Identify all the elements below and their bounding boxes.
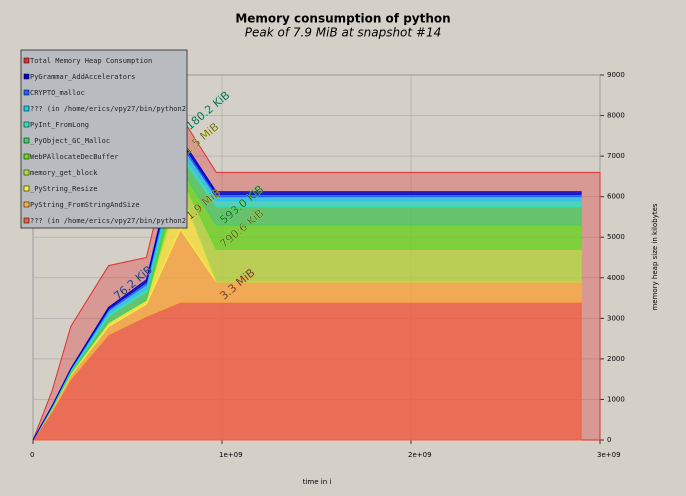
y-tick-label: 1000 <box>607 395 625 403</box>
legend-swatch <box>23 201 30 208</box>
series-area <box>32 136 582 441</box>
legend-label: PyGrammar_AddAccelerators <box>30 73 135 81</box>
y-tick-label: 3000 <box>607 314 625 322</box>
legend: Total Memory Heap Consumption PyGrammar_A… <box>20 49 188 229</box>
x-tick-label: 2e+09 <box>408 451 432 459</box>
legend-label: PyString_FromStringAndSize <box>30 201 140 209</box>
legend-label: Total Memory Heap Consumption <box>30 57 152 65</box>
chart-subtitle: Peak of 7.9 MiB at snapshot #14 <box>245 26 442 40</box>
legend-label: _PyString_Resize <box>30 185 97 193</box>
y-tick-label: 8000 <box>607 112 625 120</box>
y-tick-label: 0 <box>607 436 611 444</box>
y-tick-label: 2000 <box>607 355 625 363</box>
x-tick-label: 3e+09 <box>597 451 621 459</box>
x-axis-label: time in i <box>303 478 332 486</box>
x-tick-label: 1e+09 <box>219 451 243 459</box>
legend-label: WebPAllocateDecBuffer <box>30 153 119 161</box>
legend-label: _PyObject_GC_Malloc <box>30 137 110 145</box>
y-tick-label: 6000 <box>607 193 625 201</box>
legend-swatch <box>23 153 30 160</box>
legend-label: ??? (in /home/erics/vpy27/bin/python2 <box>30 217 186 225</box>
legend-swatch <box>23 105 30 112</box>
legend-label: ??? (in /home/erics/vpy27/bin/python2 <box>30 105 186 113</box>
y-axis-label: memory heap size in kilobytes <box>651 203 659 310</box>
x-tick-label: 0 <box>30 451 34 459</box>
y-tick-label: 7000 <box>607 152 625 160</box>
legend-box <box>20 49 188 229</box>
legend-swatch <box>23 57 30 64</box>
legend-label: CRYPTO_malloc <box>30 89 85 97</box>
y-tick-label: 9000 <box>607 71 625 79</box>
legend-swatch <box>23 217 30 224</box>
chart-title: Memory consumption of python <box>235 12 450 26</box>
legend-swatch <box>23 169 30 176</box>
legend-swatch <box>23 137 30 144</box>
legend-swatch <box>23 185 30 192</box>
legend-swatch <box>23 89 30 96</box>
legend-label: PyInt_FromLong <box>30 121 89 129</box>
legend-swatch <box>23 73 30 80</box>
legend-swatch <box>23 121 30 128</box>
legend-label: memory_get_block <box>30 169 98 177</box>
y-tick-label: 5000 <box>607 233 625 241</box>
y-tick-label: 4000 <box>607 274 625 282</box>
